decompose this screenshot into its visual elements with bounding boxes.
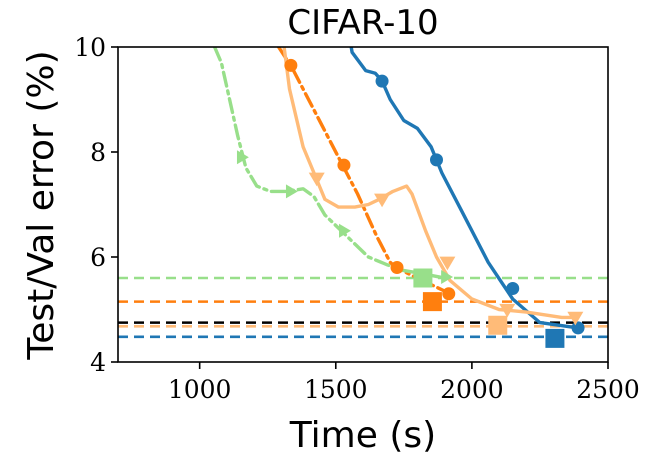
series-1-final-point xyxy=(422,292,442,312)
plot-frame xyxy=(117,46,609,363)
series-3-marker-2 xyxy=(339,223,351,238)
x-axis-ticks: 1000 1500 2000 2500 xyxy=(168,362,640,404)
series-0-marker-1 xyxy=(430,153,443,167)
series-0-final-point xyxy=(545,328,565,348)
series-1-marker-1 xyxy=(337,158,351,172)
x-tick-label: 1000 xyxy=(168,375,232,404)
series-2-marker-3 xyxy=(499,303,516,318)
y-axis-label: Test/Val error (%) xyxy=(21,50,62,360)
series-3-marker-1 xyxy=(285,184,298,199)
series-markers xyxy=(236,58,585,348)
x-tick-label: 2000 xyxy=(440,375,504,404)
y-tick-label: 8 xyxy=(90,138,106,167)
series-1-marker-3 xyxy=(442,287,456,301)
series-3-marker-0 xyxy=(236,150,249,165)
series-2-marker-4 xyxy=(567,311,584,326)
y-tick-label: 4 xyxy=(90,348,106,377)
chart-title: CIFAR-10 xyxy=(287,3,438,43)
series-0-marker-0 xyxy=(375,74,389,88)
y-tick-label: 10 xyxy=(74,33,106,62)
reference-lines xyxy=(118,276,608,339)
series-3-final-point xyxy=(413,268,433,288)
series-0-marker-2 xyxy=(506,282,520,295)
series-line-1 xyxy=(276,47,452,296)
series-2-marker-1 xyxy=(374,193,391,208)
y-axis-ticks: 4 6 8 10 xyxy=(74,33,118,377)
series-3-marker-3 xyxy=(441,269,454,284)
y-tick-label: 6 xyxy=(90,243,106,272)
series-line-0 xyxy=(349,47,580,330)
x-tick-label: 2500 xyxy=(576,375,640,404)
series-2-final-point xyxy=(488,315,508,335)
series-1-marker-2 xyxy=(390,261,404,274)
series-0-marker-3 xyxy=(571,321,585,335)
series-line-3 xyxy=(212,47,447,280)
series-lines xyxy=(212,47,580,330)
series-1-marker-0 xyxy=(284,58,298,72)
series-2-marker-2 xyxy=(439,256,456,271)
x-axis-label: Time (s) xyxy=(289,415,436,456)
x-tick-label: 1500 xyxy=(304,375,368,404)
series-2-marker-0 xyxy=(308,172,325,187)
